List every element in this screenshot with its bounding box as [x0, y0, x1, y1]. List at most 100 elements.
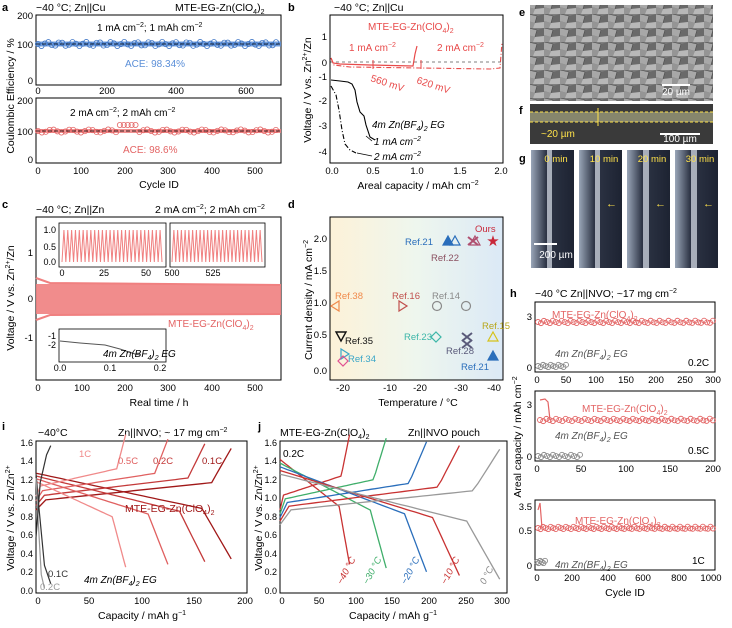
- g-arrow-icon: ←: [703, 198, 714, 210]
- a-bottom-point: [206, 128, 213, 135]
- h-series-label-1: MTE-EG-Zn(ClO4)2: [552, 310, 638, 323]
- svg-text:200: 200: [705, 464, 721, 475]
- j-discharge-curve: [279, 466, 428, 573]
- a-top-point: [262, 39, 269, 46]
- a-bottom-point: [229, 129, 236, 136]
- svg-text:150: 150: [618, 375, 634, 386]
- svg-text:0.5: 0.5: [366, 166, 379, 177]
- svg-text:1.0: 1.0: [20, 493, 33, 503]
- b-ref-2ma-curve: [330, 85, 357, 154]
- h-point: [702, 525, 709, 532]
- svg-text:1.6: 1.6: [264, 438, 277, 448]
- svg-text:Ref.21: Ref.21: [405, 237, 433, 248]
- a-top-point: [55, 39, 62, 46]
- i-ref-label: 4m Zn(BF4)2 EG: [84, 575, 157, 588]
- h-point: [695, 319, 702, 326]
- i-ref-curve: [35, 473, 52, 584]
- h-point: [710, 317, 716, 324]
- a-top-point: [145, 39, 152, 46]
- svg-text:0.5: 0.5: [314, 330, 327, 341]
- a-top-point: [269, 42, 276, 49]
- panel-c: c −40 °C; Zn||Zn 2 mA cm−2; 2 mAh cm−2 M…: [2, 199, 282, 409]
- svg-text:10 min: 10 min: [590, 154, 619, 165]
- a-top-point: [97, 39, 104, 46]
- panel-letter-j: j: [257, 421, 261, 433]
- h-axes-3: [534, 499, 716, 571]
- h-point: [576, 317, 583, 324]
- c-ref-curve: [59, 340, 141, 356]
- a-top-condition: 1 mA cm−2; 1 mAh cm−2: [97, 22, 203, 34]
- a-bottom-point: [159, 126, 166, 133]
- svg-text:0.5C: 0.5C: [118, 456, 138, 467]
- a-top-point: [114, 42, 121, 49]
- a-bottom-point: [155, 128, 162, 135]
- h-point: [561, 319, 568, 326]
- panel-e: e 20 µm: [519, 5, 713, 101]
- h-point: [570, 319, 577, 326]
- svg-text:3: 3: [527, 400, 532, 411]
- svg-text:50: 50: [314, 596, 325, 607]
- a-bottom-point: [144, 126, 151, 133]
- svg-text:0.0: 0.0: [43, 257, 56, 267]
- a-bottom-point: [245, 129, 252, 136]
- g-frame-1: 10 min ←: [579, 150, 622, 268]
- h-axes-2: [534, 390, 716, 462]
- svg-text:0: 0: [279, 596, 284, 607]
- h-point: [710, 417, 716, 424]
- svg-text:0.8: 0.8: [264, 512, 277, 522]
- a-bottom-point: [257, 126, 264, 133]
- b-xlabel: Areal capacity / mAh cm−2: [357, 180, 478, 192]
- h-point: [594, 417, 601, 424]
- h-axes-1: [534, 301, 716, 373]
- h-point: [556, 417, 563, 423]
- svg-text:Ref.35: Ref.35: [345, 336, 373, 347]
- i-charge-curve: [35, 443, 206, 506]
- b-ref-1ma-curve: [330, 79, 376, 141]
- h-point: [649, 525, 656, 532]
- a-bottom-point: [183, 126, 190, 133]
- h-xticks-2: 0 50 100 150 200: [534, 464, 721, 475]
- svg-text:-1: -1: [48, 331, 56, 341]
- j-ylabel: Voltage / V vs. Zn/Zn2+: [253, 465, 265, 570]
- a-top-point: [207, 40, 214, 47]
- h-point: [562, 415, 569, 422]
- j-temp-labels: −40 °C −30 °C −20 °C −10 °C 0 °C: [335, 555, 497, 586]
- i-rate-labels: 1C 0.5C 0.2C 0.1C 0.1C 0.2C: [40, 449, 222, 593]
- svg-text:Ref.15: Ref.15: [482, 321, 510, 332]
- c-header-left: −40 °C; Zn||Zn: [36, 204, 104, 216]
- h-point: [642, 417, 649, 424]
- i-header-right: Zn||NVO; ~ 17 mg cm−2: [118, 427, 228, 439]
- a-top-point: [131, 40, 138, 47]
- h-point: [704, 319, 711, 326]
- d-marker: [486, 349, 500, 361]
- panel-j: j MTE-EG-Zn(ClO4)2 Zn||NVO pouch 0.2C −4…: [253, 421, 510, 622]
- svg-text:300: 300: [160, 166, 176, 177]
- a-bottom-point: [210, 129, 217, 136]
- c-header-right: 2 mA cm−2; 2 mAh cm−2: [155, 204, 265, 216]
- svg-text:-2: -2: [48, 340, 56, 350]
- svg-text:−30 °C: −30 °C: [361, 555, 385, 586]
- h-point: [581, 415, 588, 422]
- a-top-axes: [35, 14, 282, 86]
- j-header-left: MTE-EG-Zn(ClO4)2: [280, 427, 370, 441]
- h-point: [553, 453, 559, 459]
- a-header-right: MTE-EG-Zn(ClO4)2: [175, 2, 265, 16]
- j-charge-curve: [279, 445, 460, 522]
- d-marker: [431, 300, 443, 312]
- a-top-point: [169, 40, 176, 47]
- d-marker: [486, 330, 500, 342]
- j-xlabel: Capacity / mAh g−1: [349, 610, 437, 622]
- h-point: [552, 319, 559, 325]
- svg-text:1000: 1000: [700, 573, 721, 584]
- c-mte-band: [36, 284, 281, 314]
- h-point: [604, 417, 611, 424]
- h-point: [565, 417, 572, 424]
- h-point: [542, 557, 548, 564]
- h-point: [671, 417, 678, 424]
- a-bottom-xticks: 0 100 200 300 400 500: [35, 166, 263, 177]
- h-point: [535, 453, 541, 459]
- a-top-markers: [35, 39, 280, 49]
- panel-b: b −40 °C; Zn||Cu MTE-EG-Zn(ClO4)2 1 mA c…: [288, 2, 508, 192]
- d-marker: [468, 234, 482, 246]
- h-point: [687, 525, 694, 532]
